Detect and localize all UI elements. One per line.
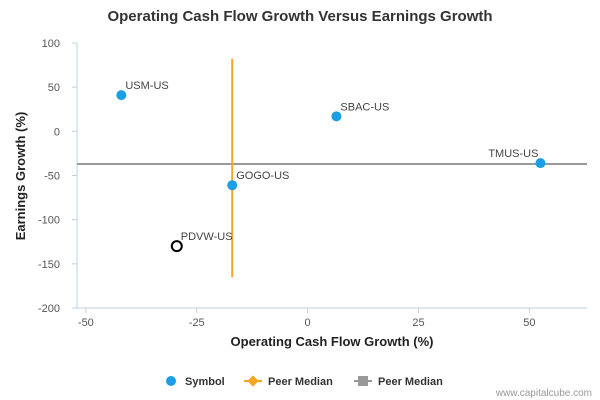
y-tick-label: -200 [38,303,60,315]
y-axis-title: Earnings Growth (%) [13,112,28,241]
legend: Symbol Peer Median Peer Median [166,375,443,388]
data-point-pdvw-us [170,240,183,253]
peer-median-lines [77,58,587,278]
chart-title: Operating Cash Flow Growth Versus Earnin… [107,8,492,25]
y-tick-label: -100 [38,215,60,227]
x-tick-label: 25 [412,317,424,329]
y-tick-label: -150 [38,259,60,271]
x-tick-label: -50 [78,317,94,329]
legend-median-y-marker [358,376,368,386]
x-tick-label: -25 [189,317,205,329]
data-label-pdvw-us: PDVW-US [181,231,233,243]
data-label-sbac-us: SBAC-US [340,101,389,113]
legend-median-x-marker [247,375,259,387]
x-axis-ticks: -50 -25 0 25 50 [78,308,535,329]
data-label-gogo-us: GOGO-US [236,170,289,182]
data-label-tmus-us: TMUS-US [488,148,538,160]
credit-text: www.capitalcube.com [495,388,592,399]
data-point-usm-us [116,90,127,101]
legend-symbol-marker [166,376,176,386]
data-point-tmus-us [535,158,546,169]
legend-symbol-label: Symbol [185,376,225,388]
data-point-gogo-us [227,180,238,191]
y-axis-ticks: 100 50 0 -50 -100 -150 -200 [38,38,77,315]
data-point-sbac-us [331,111,342,122]
y-tick-label: -50 [44,171,60,183]
x-tick-label: 50 [523,317,535,329]
x-axis-title: Operating Cash Flow Growth (%) [231,334,434,349]
y-tick-label: 100 [42,38,60,50]
legend-median-y-label: Peer Median [378,376,443,388]
legend-median-x-label: Peer Median [268,376,333,388]
axis-lines [76,43,587,309]
x-tick-label: 0 [305,317,311,329]
y-tick-label: 0 [54,126,60,138]
data-label-usm-us: USM-US [125,80,168,92]
y-tick-label: 50 [48,82,60,94]
scatter-points: USM-US SBAC-US TMUS-US GOGO-US PDVW-US [116,80,546,253]
